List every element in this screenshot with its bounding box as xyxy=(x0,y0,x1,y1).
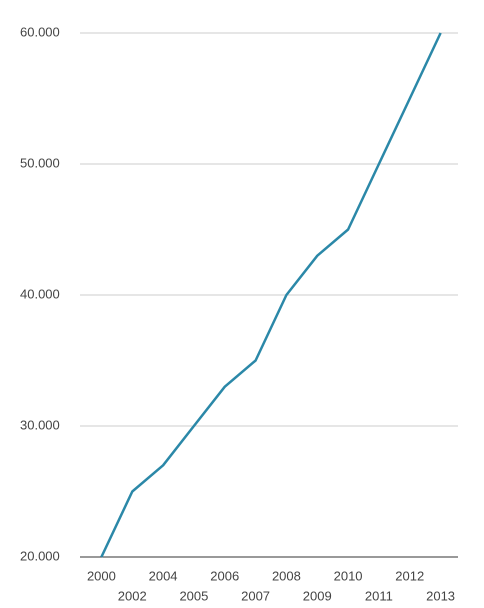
x-tick-label: 2008 xyxy=(272,568,301,583)
y-tick-label: 20.000 xyxy=(20,548,60,563)
x-tick-label: 2006 xyxy=(210,568,239,583)
x-tick-label: 2004 xyxy=(149,568,178,583)
y-tick-label: 60.000 xyxy=(20,24,60,39)
x-tick-label: 2002 xyxy=(118,588,147,603)
x-tick-label: 2007 xyxy=(241,588,270,603)
x-tick-label: 2013 xyxy=(426,588,455,603)
y-tick-label: 40.000 xyxy=(20,286,60,301)
x-tick-label: 2012 xyxy=(395,568,424,583)
y-tick-label: 50.000 xyxy=(20,155,60,170)
x-tick-label: 2011 xyxy=(365,588,393,603)
x-tick-label: 2010 xyxy=(334,568,363,583)
y-tick-label: 30.000 xyxy=(20,417,60,432)
x-tick-label: 2000 xyxy=(87,568,116,583)
data-line xyxy=(100,32,442,558)
x-tick-label: 2005 xyxy=(179,588,208,603)
x-tick-label: 2009 xyxy=(303,588,332,603)
